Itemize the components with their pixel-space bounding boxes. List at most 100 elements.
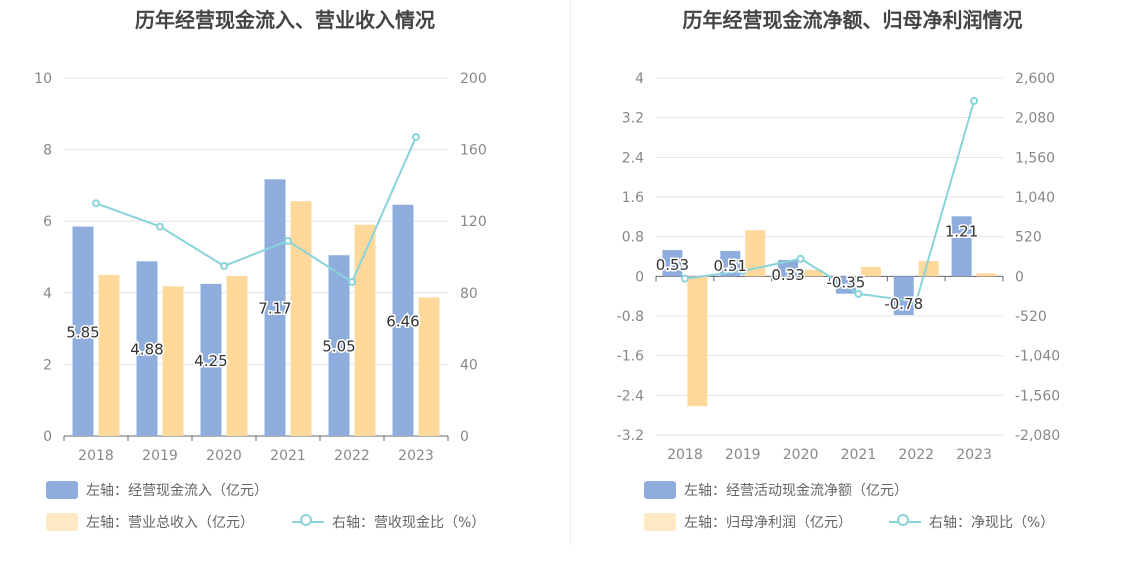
x-axis-category-label: 2019 bbox=[725, 447, 761, 463]
x-axis-category-label: 2020 bbox=[783, 447, 819, 463]
bar-series-2 bbox=[354, 224, 376, 436]
x-axis-category-label: 2023 bbox=[956, 447, 992, 463]
ratio-point bbox=[284, 236, 292, 245]
left-axis-tick-label: 10 bbox=[34, 71, 52, 87]
bar-data-label: 0.33 bbox=[771, 266, 804, 284]
left-axis-tick-label: 0.8 bbox=[622, 230, 644, 246]
bar-data-label: -0.78 bbox=[884, 295, 923, 313]
x-axis-category-label: 2018 bbox=[78, 448, 114, 464]
ratio-point bbox=[970, 96, 979, 105]
legend-label-inflow: 左轴：经营现金流入（亿元） bbox=[86, 483, 268, 499]
ratio-line bbox=[684, 100, 976, 303]
panel-divider bbox=[570, 0, 571, 545]
bar-data-label: 1.21 bbox=[945, 222, 978, 240]
left-axis-tick-label: -3.2 bbox=[617, 428, 644, 444]
ratio-point bbox=[854, 289, 863, 298]
ratio-point bbox=[680, 274, 689, 283]
left-chart-title: 历年经营现金流入、营业收入情况 bbox=[135, 8, 435, 32]
bar-series-2 bbox=[226, 275, 248, 436]
bar-series-1 bbox=[328, 255, 350, 436]
right-axis-tick-label: 0 bbox=[1015, 269, 1024, 285]
left-axis-tick-label: 2 bbox=[43, 357, 52, 373]
legend-netflow[interactable]: 左轴：经营活动现金流净额（亿元） bbox=[644, 480, 908, 500]
bar-data-label: 4.88 bbox=[130, 341, 163, 359]
legend-line-icon bbox=[889, 513, 921, 531]
bar-series-1 bbox=[200, 283, 222, 436]
ratio-line bbox=[95, 136, 417, 284]
ratio-point bbox=[220, 261, 228, 270]
left-axis-tick-label: 1.6 bbox=[622, 190, 644, 206]
right-axis-tick-label: 200 bbox=[460, 71, 487, 87]
left-axis-tick-label: 6 bbox=[43, 214, 52, 230]
right-axis-tick-label: -2,080 bbox=[1015, 428, 1060, 444]
ratio-point bbox=[412, 133, 420, 142]
bar-series-2 bbox=[976, 273, 997, 277]
bar-series-2 bbox=[162, 286, 184, 436]
bar-data-label: 7.17 bbox=[258, 300, 291, 318]
bar-series-1 bbox=[893, 276, 914, 316]
bar-data-label: -0.35 bbox=[827, 274, 866, 292]
legend-ratio-right[interactable]: 右轴：净现比（%） bbox=[889, 512, 1054, 532]
right-axis-tick-label: 520 bbox=[1015, 230, 1042, 246]
x-axis-category-label: 2021 bbox=[841, 447, 877, 463]
bar-data-label: 4.25 bbox=[194, 352, 227, 370]
right-axis-tick-label: -1,560 bbox=[1015, 388, 1060, 404]
bar-series-1 bbox=[72, 226, 94, 436]
right-axis-tick-label: 40 bbox=[460, 357, 478, 373]
bar-series-2 bbox=[687, 276, 708, 407]
bar-series-1 bbox=[720, 251, 741, 277]
ratio-point bbox=[92, 199, 100, 208]
left-chart-panel: 历年经营现金流入、营业收入情况 0 0 2 40 4 80 6 120 8 160 10 200 201… bbox=[34, 8, 487, 532]
bar-data-label: 0.51 bbox=[714, 257, 747, 275]
legend-inflow[interactable]: 左轴：经营现金流入（亿元） bbox=[46, 480, 268, 500]
right-axis-tick-label: 2,600 bbox=[1015, 71, 1055, 87]
ratio-point bbox=[156, 222, 164, 231]
bar-data-label: 0.53 bbox=[656, 256, 689, 274]
legend-profit[interactable]: 左轴：归母净利润（亿元） bbox=[644, 512, 852, 532]
left-chart-svg: 0 0 2 40 4 80 6 120 8 160 10 200 2018 2019 2020 2021 202… bbox=[34, 71, 487, 464]
bar-series-1 bbox=[778, 259, 799, 277]
bar-series-2 bbox=[803, 269, 824, 277]
bar-series-2 bbox=[418, 297, 440, 436]
right-axis-tick-label: 160 bbox=[460, 143, 487, 159]
right-chart-title: 历年经营现金流净额、归母净利润情况 bbox=[682, 8, 1023, 32]
right-axis-tick-label: 80 bbox=[460, 286, 478, 302]
left-axis-tick-label: -2.4 bbox=[617, 388, 644, 404]
legend-label-revenue: 左轴：营业总收入（亿元） bbox=[86, 515, 254, 531]
bar-series-1 bbox=[136, 261, 158, 436]
bar-series-2 bbox=[745, 230, 766, 277]
ratio-point bbox=[796, 254, 805, 263]
x-axis-category-label: 2022 bbox=[334, 448, 370, 464]
x-axis-category-label: 2021 bbox=[270, 448, 306, 464]
legend-swatch-revenue bbox=[46, 513, 78, 531]
right-axis-tick-label: 120 bbox=[460, 214, 487, 230]
right-axis-tick-label: 0 bbox=[460, 429, 469, 445]
bar-data-label: 5.05 bbox=[322, 338, 355, 356]
legend-label-profit: 左轴：归母净利润（亿元） bbox=[684, 515, 852, 531]
bar-series-2 bbox=[860, 266, 881, 277]
x-axis-category-label: 2018 bbox=[667, 447, 703, 463]
bar-series-1 bbox=[662, 250, 683, 277]
legend-swatch-profit bbox=[644, 513, 676, 531]
bar-series-1 bbox=[392, 204, 414, 436]
legend-revenue[interactable]: 左轴：营业总收入（亿元） bbox=[46, 512, 254, 532]
ratio-point bbox=[912, 297, 921, 306]
legend-ratio-left[interactable]: 右轴：营收现金比（%） bbox=[292, 512, 485, 532]
left-axis-tick-label: 0 bbox=[635, 269, 644, 285]
left-axis-tick-label: 3.2 bbox=[622, 111, 644, 127]
bar-data-label: 5.85 bbox=[66, 323, 99, 341]
left-axis-tick-label: -1.6 bbox=[617, 349, 644, 365]
ratio-point bbox=[348, 278, 356, 287]
right-chart-panel: 历年经营现金流净额、归母净利润情况 -3.2 -2,080 -2.4 -1,560 -1… bbox=[571, 0, 1134, 582]
bar-data-label: 6.46 bbox=[386, 312, 419, 330]
right-axis-tick-label: 1,040 bbox=[1015, 190, 1055, 206]
x-axis-category-label: 2023 bbox=[398, 448, 434, 464]
x-axis-category-label: 2022 bbox=[898, 447, 934, 463]
left-axis-tick-label: 4 bbox=[635, 71, 644, 87]
x-axis-category-label: 2020 bbox=[206, 448, 242, 464]
bar-series-1 bbox=[951, 216, 972, 277]
left-axis-tick-label: 2.4 bbox=[622, 150, 644, 166]
left-axis-tick-label: 8 bbox=[43, 143, 52, 159]
right-axis-tick-label: 2,080 bbox=[1015, 111, 1055, 127]
